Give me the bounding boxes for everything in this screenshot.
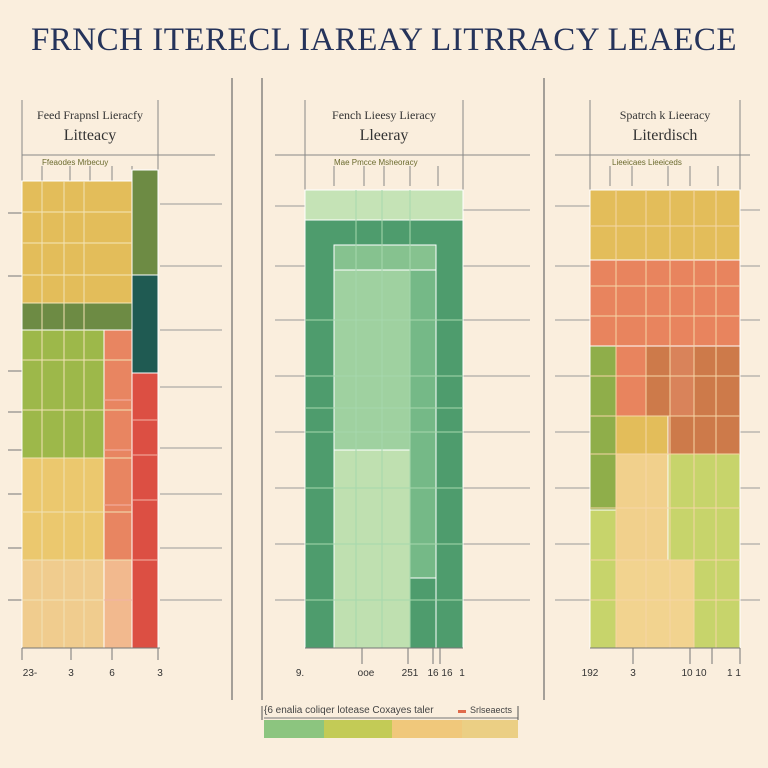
panel1-subheader: Ffeaodes Mrbecuy [42,158,109,167]
legend-label: {6 enalia coliqer lotease Coxayes taler [264,705,434,716]
panel3-cell-block [667,415,741,455]
panel1-cell-block [21,180,133,304]
panel1-cell-block [103,329,133,561]
panel1-cell-block [21,302,133,331]
panel1-title: Feed Frapnsl Lieracfy Litteacy [22,108,158,145]
chart-title: FRNCH ITERECL IAREAY LITRRACY LEAECE [30,22,738,58]
panel2-title-line1: Fench Lieesy Lieracy [332,108,436,122]
panel2-cell-block [333,244,437,271]
panel3-cell-block [615,345,647,417]
panel3-cell-block [615,559,695,649]
panel1-cell-block [21,329,105,459]
legend-swatch [264,720,324,738]
panel3-cell-block [589,259,741,287]
panel2-subheader: Mae Pmcce Msheoracy [334,158,418,167]
panel3-cell-block [589,509,617,649]
panel2-title: Fench Lieesy Lieracy Lleeray [305,108,463,145]
panel3-cell-block [589,189,741,261]
legend-swatch [324,720,392,738]
panel2-title-line2: Lleeray [359,127,409,144]
panel1-title-line1: Feed Frapnsl Lieracfy [37,108,143,122]
panel2-xtick: 9. [295,668,305,679]
panel3-xtick: 192 [581,668,599,679]
panel1-title-line2: Litteacy [63,127,117,144]
panel2-xtick: 251 [401,668,419,679]
legend-swatch [462,720,518,738]
panel1-cell-block [131,274,159,374]
panel3-title: Spatrch k Lieeracy Literdisch [590,108,740,145]
legend-swatch [392,720,462,738]
legend-right-label: Srlseaects [470,705,513,715]
panel1-cell-block [21,457,105,561]
panel2-cell-block [304,189,464,221]
panel2-cell-block [333,449,411,649]
panel3-xtick: 1 1 [727,668,741,679]
panel1-xtick: 6 [109,668,115,679]
panel3-xtick: 10 10 [681,668,707,679]
panel2-xtick: 16 16 [427,668,453,679]
panel2-cell-block [409,577,437,649]
panel3-xtick: 3 [630,668,636,679]
panel1-cell-block [103,559,133,649]
panel2-xtick: ooe [357,668,375,679]
panel1-xtick: 23- [22,668,38,679]
panel1-xtick: 3 [157,668,163,679]
panel1-xtick: 3 [68,668,74,679]
panel3-subheader: Lieeicaes Lieeiceds [612,158,682,167]
panel3-cell-block [589,345,617,511]
panel3-cell-block [669,345,695,417]
panel1-cell-block [131,169,159,276]
panel3-title-line2: Literdisch [632,127,698,144]
panel2-xtick: 1 [459,668,465,679]
legend-marker [458,710,466,713]
panel1-cell-block [21,559,105,649]
panel3-cell-block [615,415,669,455]
panel3-title-line1: Spatrch k Lieeracy [619,108,711,122]
panel1-cell-block [131,372,159,649]
